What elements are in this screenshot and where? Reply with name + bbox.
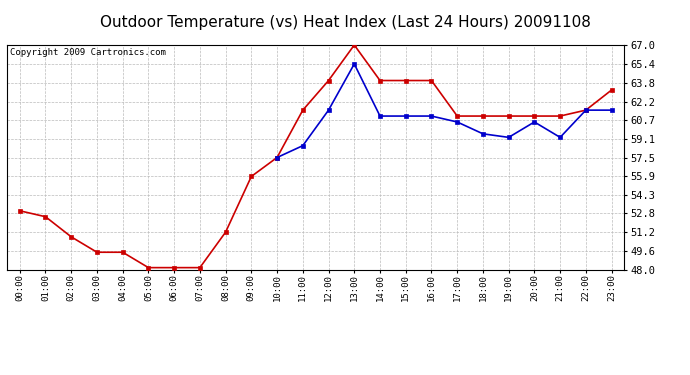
Text: Copyright 2009 Cartronics.com: Copyright 2009 Cartronics.com [10,48,166,57]
Text: Outdoor Temperature (vs) Heat Index (Last 24 Hours) 20091108: Outdoor Temperature (vs) Heat Index (Las… [99,15,591,30]
